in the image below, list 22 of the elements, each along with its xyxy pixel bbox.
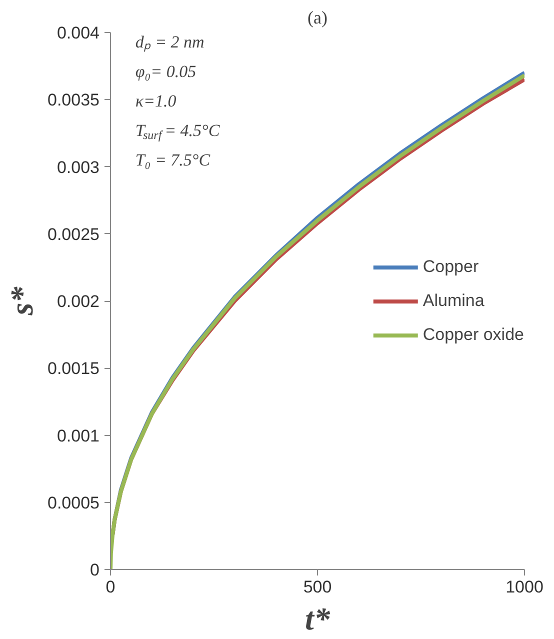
y-tick-label: 0 (90, 560, 100, 580)
x-axis-title: t* (305, 600, 331, 636)
annotation: φ₀= 0.05 (135, 62, 196, 82)
y-tick-label: 0.0005 (48, 493, 100, 512)
annotation: dₚ = 2 nm (135, 32, 204, 52)
y-tick-label: 0.002 (56, 292, 100, 311)
annotation: κ=1.0 (135, 92, 177, 111)
x-tick-label: 0 (106, 578, 116, 596)
legend-label: Copper oxide (422, 324, 524, 344)
y-tick-label: 0.004 (56, 24, 100, 42)
y-tick-label: 0.0015 (48, 359, 100, 378)
y-tick-label: 0.001 (56, 426, 100, 446)
y-tick-label: 0.003 (56, 158, 100, 177)
x-tick-label: 500 (303, 578, 332, 596)
x-tick-label: 1000 (506, 578, 544, 596)
y-tick-label: 0.0035 (48, 90, 100, 110)
legend-label: Alumina (422, 290, 484, 310)
y-tick-label: 0.0025 (48, 224, 100, 244)
y-axis-title: s* (4, 286, 40, 316)
legend-label: Copper (422, 256, 479, 276)
annotation: T₀ = 7.5°C (135, 150, 211, 170)
chart-title: (a) (308, 8, 328, 28)
